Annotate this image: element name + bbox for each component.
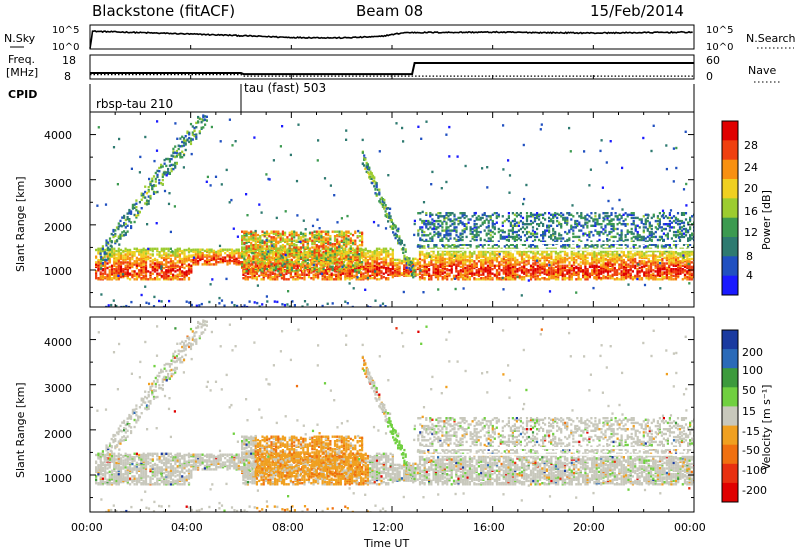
power-colorbar-tick-12: 12 [744,226,758,239]
noise-right-tick-bottom: 10^0 [706,42,733,53]
noise-right-label: N.Search [746,32,796,45]
noise-panel: N.Sky 10^5 10^0 10^5 10^0 N.Search [4,24,796,53]
velocity-ytick-3000: 3000 [44,382,72,395]
power-colorbar-tick-20: 20 [744,182,758,195]
noise-right-tick-top: 10^5 [706,25,733,36]
station-title: Blackstone (fitACF) [92,2,235,20]
x-axis-label: Time UT [363,537,409,550]
noise-left-tick-bottom: 10^0 [52,42,79,53]
noise-left-label: N.Sky [4,32,36,45]
power-colorbar-tick-28: 28 [744,139,758,152]
nave-label: Nave [748,64,776,77]
cpid-segment-2: tau (fast) 503 [244,81,326,95]
xtick-1600: 16:00 [473,521,505,534]
power-axis-ticks [89,45,695,307]
cpid-strip: CPID rbsp-tau 210 tau (fast) 503 [8,81,695,112]
date-title: 15/Feb/2014 [590,2,684,20]
xtick-2000: 20:00 [573,521,605,534]
velocity-scatter [95,319,694,512]
power-colorbar-label: Power [dB] [760,190,773,250]
power-ytick-4000: 4000 [44,129,72,142]
xtick-0800: 08:00 [272,521,304,534]
velocity-colorbar-tick-m100: -100 [742,464,767,477]
freq-tick-top: 18 [62,54,76,67]
nave-line [90,73,694,77]
velocity-colorbar-tick-m15: -15 [742,425,760,438]
velocity-colorbar-tick-m200: -200 [742,484,767,497]
xtick-1200: 12:00 [372,521,404,534]
cpid-label: CPID [8,88,37,101]
time-axis: 00:00 04:00 08:00 12:00 16:00 20:00 00:0… [71,521,706,550]
power-ylabel: Slant Range [km] [14,176,27,272]
velocity-colorbar-tick-m50: -50 [742,444,760,457]
xtick-0400: 04:00 [171,521,203,534]
frequency-line [90,62,694,76]
xtick-0000: 00:00 [71,521,103,534]
nave-tick-bottom: 0 [706,70,713,83]
velocity-panel: 1000 2000 3000 4000 Slant Range [km] [14,316,695,513]
power-panel: 1000 2000 3000 4000 Slant Range [km] [14,45,695,308]
noise-sky-line [89,30,693,49]
velocity-colorbar-tick-15: 15 [742,405,756,418]
velocity-colorbar-tick-200: 200 [742,346,763,359]
velocity-colorbar-tick-100: 100 [742,364,763,377]
beam-title: Beam 08 [356,2,423,20]
power-ytick-3000: 3000 [44,177,72,190]
frequency-panel: Freq. [MHz] 18 8 60 0 Nave [6,53,782,83]
velocity-ytick-1000: 1000 [44,472,72,485]
velocity-colorbar-tick-50: 50 [742,384,756,397]
freq-label-1: Freq. [8,53,35,66]
velocity-axis-ticks [89,316,695,512]
freq-label-2: [MHz] [6,66,38,79]
nave-tick-top: 60 [706,54,720,67]
power-scatter [95,114,694,307]
noise-left-tick-top: 10^5 [52,25,79,36]
cpid-segment-1: rbsp-tau 210 [96,97,173,111]
power-colorbar-tick-24: 24 [744,161,758,174]
xtick-2400: 00:00 [674,521,706,534]
velocity-ylabel: Slant Range [km] [14,382,27,478]
power-ytick-1000: 1000 [44,265,72,278]
power-colorbar-tick-4: 4 [746,269,753,282]
power-ytick-2000: 2000 [44,221,72,234]
velocity-ytick-4000: 4000 [44,336,72,349]
power-colorbar-tick-16: 16 [744,205,758,218]
power-colorbar: 4 8 12 16 20 24 28 Power [dB] [721,120,773,296]
velocity-ytick-2000: 2000 [44,428,72,441]
power-colorbar-tick-8: 8 [746,250,753,263]
freq-tick-bottom: 8 [64,70,71,83]
velocity-colorbar: 200 100 50 15 -15 -50 -100 -200 Velocity… [721,329,773,503]
velocity-colorbar-label: Velocity [m s⁻¹] [760,385,773,470]
